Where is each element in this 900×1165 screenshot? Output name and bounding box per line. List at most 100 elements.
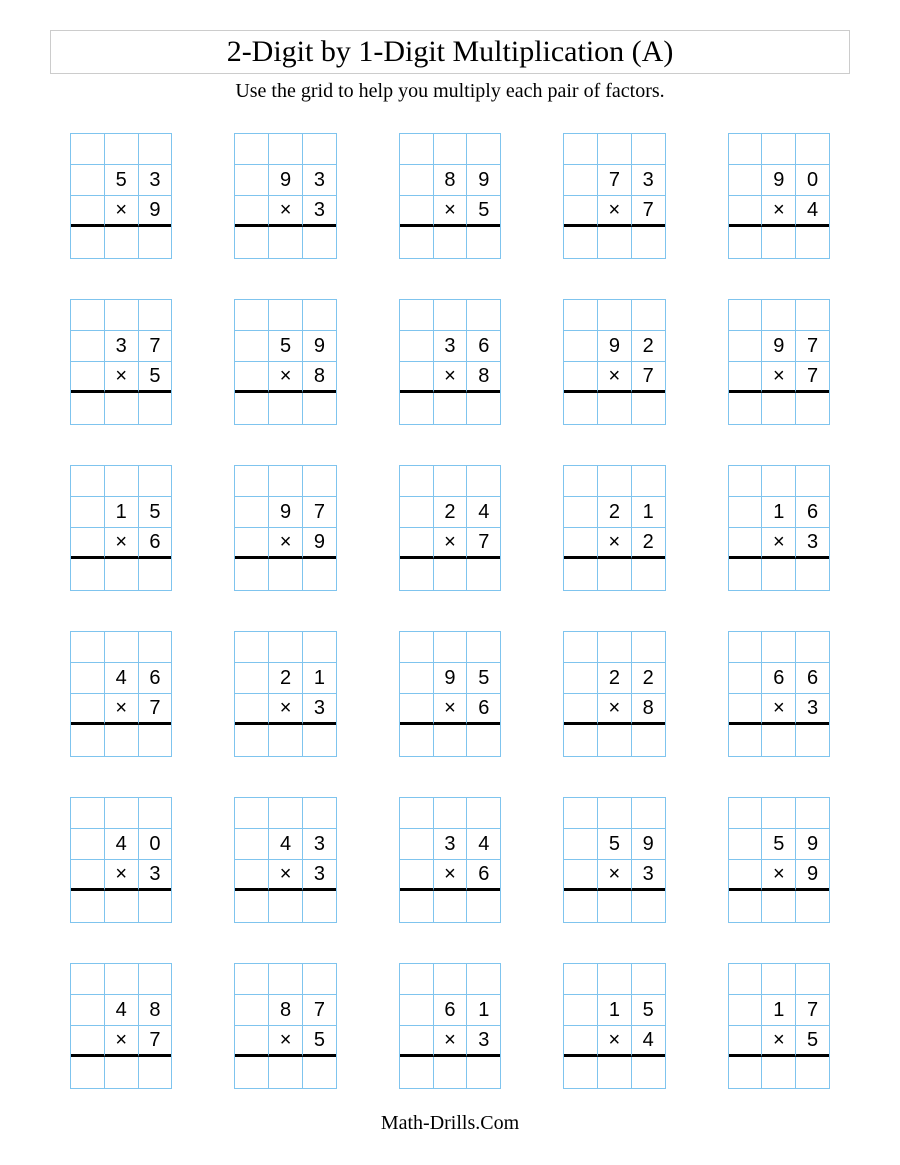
digit-cell: 0 [796,165,829,196]
grid-cell [400,1026,434,1057]
grid-cell [564,891,598,922]
grid-cell [467,891,500,922]
answer-row [235,393,335,424]
digit-cell: 7 [632,362,665,393]
multiplier-row: ×7 [400,528,500,559]
problem: 40×3 [70,797,172,923]
grid-cell [632,1057,665,1088]
grid-cell [467,725,500,756]
multiplier-row: ×9 [71,196,171,227]
answer-row [71,393,171,424]
multiplicand-row: 40 [71,829,171,860]
digit-cell: 9 [632,829,665,860]
answer-row [235,559,335,590]
grid-cell [598,964,632,995]
grid-cell [729,331,763,362]
grid-cell [762,466,796,497]
grid-cell [400,196,434,227]
grid-cell [564,829,598,860]
multiplicand-row: 21 [235,663,335,694]
digit-cell: 3 [632,165,665,196]
multiplier-row: ×3 [235,860,335,891]
grid-cell [564,165,598,196]
times-symbol: × [434,1026,468,1057]
grid-cell [235,134,269,165]
grid-cell [796,466,829,497]
grid-cell [303,227,336,258]
grid-cell [632,134,665,165]
multiplicand-row: 87 [235,995,335,1026]
problem: 87×5 [234,963,336,1089]
digit-cell: 5 [762,829,796,860]
grid-cell [434,300,468,331]
answer-row [400,227,500,258]
multiplicand-row: 36 [400,331,500,362]
grid-cell [105,559,139,590]
grid-cell [400,134,434,165]
grid-cell [434,891,468,922]
grid-cell [303,725,336,756]
digit-cell: 3 [303,860,336,891]
grid-cell [762,964,796,995]
grid-cell [71,995,105,1026]
grid-cell [796,134,829,165]
grid-cell [71,1026,105,1057]
carry-row [71,300,171,331]
grid-cell [71,632,105,663]
multiplicand-row: 61 [400,995,500,1026]
digit-cell: 9 [762,331,796,362]
grid-cell [564,632,598,663]
times-symbol: × [762,528,796,559]
digit-cell: 1 [762,497,796,528]
grid-cell [303,134,336,165]
grid-cell [105,300,139,331]
grid-cell [729,860,763,891]
grid-cell [564,331,598,362]
grid-cell [303,798,336,829]
grid-cell [303,964,336,995]
digit-cell: 0 [139,829,172,860]
grid-cell [796,798,829,829]
digit-cell: 7 [303,995,336,1026]
digit-cell: 2 [632,663,665,694]
answer-row [235,227,335,258]
digit-cell: 5 [467,663,500,694]
digit-cell: 9 [762,165,796,196]
grid-cell [762,798,796,829]
grid-cell [105,632,139,663]
problem: 66×3 [728,631,830,757]
grid-cell [71,528,105,559]
times-symbol: × [434,196,468,227]
digit-cell: 2 [434,497,468,528]
grid-cell [235,663,269,694]
grid-cell [71,196,105,227]
page-title: 2-Digit by 1-Digit Multiplication (A) [51,35,849,69]
problem: 95×6 [399,631,501,757]
grid-cell [303,559,336,590]
answer-row [71,891,171,922]
problem: 21×2 [563,465,665,591]
multiplier-row: ×3 [400,1026,500,1057]
multiplicand-row: 15 [564,995,664,1026]
grid-cell [796,725,829,756]
grid-cell [729,964,763,995]
grid-cell [400,165,434,196]
multiplicand-row: 34 [400,829,500,860]
grid-cell [598,393,632,424]
grid-cell [564,995,598,1026]
grid-cell [400,964,434,995]
grid-cell [269,798,303,829]
grid-cell [632,300,665,331]
grid-cell [564,362,598,393]
grid-cell [598,725,632,756]
grid-cell [235,362,269,393]
problem: 97×7 [728,299,830,425]
answer-row [235,725,335,756]
times-symbol: × [269,528,303,559]
digit-cell: 4 [269,829,303,860]
carry-row [400,964,500,995]
digit-cell: 3 [796,528,829,559]
answer-row [71,1057,171,1088]
grid-cell [796,227,829,258]
times-symbol: × [598,1026,632,1057]
